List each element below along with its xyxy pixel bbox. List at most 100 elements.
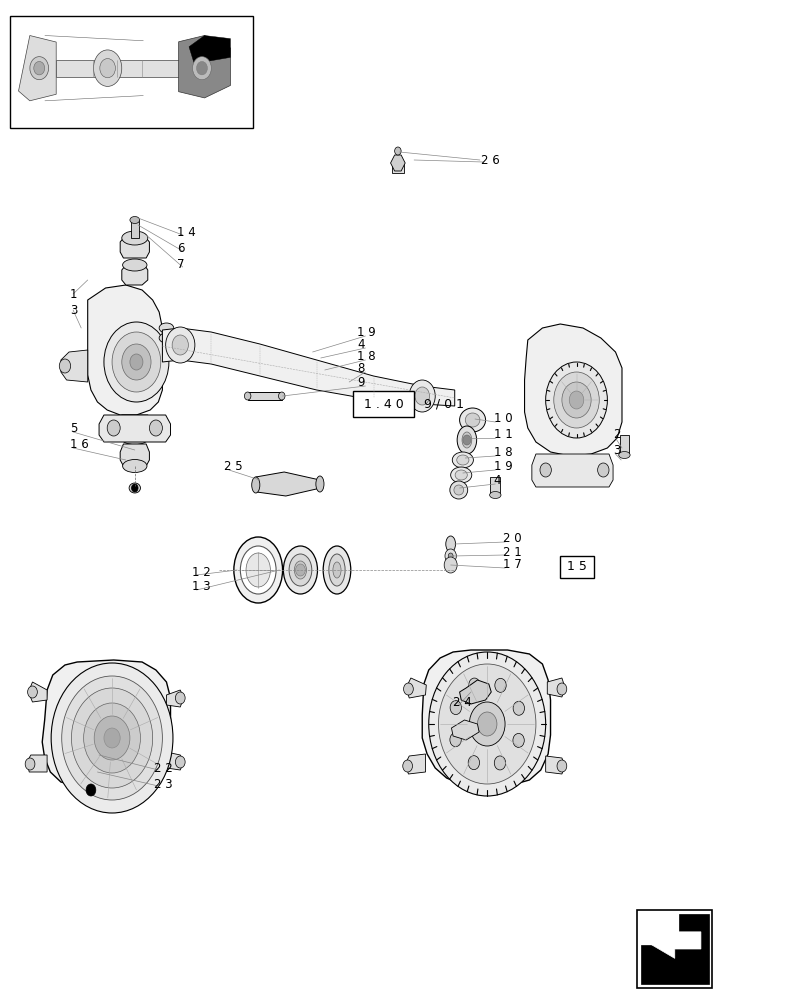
Text: 2 0: 2 0 — [503, 532, 521, 546]
Circle shape — [444, 549, 456, 563]
Ellipse shape — [129, 483, 140, 493]
Polygon shape — [422, 650, 550, 787]
Ellipse shape — [450, 467, 471, 483]
Ellipse shape — [452, 452, 473, 468]
Circle shape — [25, 758, 35, 770]
Ellipse shape — [453, 485, 463, 495]
Circle shape — [62, 676, 162, 800]
Polygon shape — [120, 238, 149, 258]
Circle shape — [556, 683, 566, 695]
Polygon shape — [166, 690, 183, 707]
Circle shape — [444, 557, 457, 573]
Text: 2 1: 2 1 — [503, 546, 521, 558]
Text: 1: 1 — [70, 288, 77, 300]
Text: 7: 7 — [177, 257, 184, 270]
Polygon shape — [99, 415, 170, 442]
Circle shape — [494, 678, 505, 692]
Polygon shape — [524, 324, 621, 456]
Circle shape — [104, 322, 169, 402]
Circle shape — [402, 760, 412, 772]
Text: 1 3: 1 3 — [191, 580, 210, 593]
Circle shape — [468, 678, 479, 692]
Circle shape — [51, 663, 173, 813]
Text: 2 6: 2 6 — [480, 153, 499, 166]
Ellipse shape — [323, 546, 350, 594]
Ellipse shape — [130, 217, 139, 224]
Circle shape — [175, 692, 185, 704]
Text: 1 9: 1 9 — [493, 460, 512, 474]
Circle shape — [561, 382, 590, 418]
Ellipse shape — [457, 426, 476, 454]
Circle shape — [553, 372, 599, 428]
Circle shape — [494, 756, 505, 770]
Ellipse shape — [159, 333, 174, 343]
Bar — [637, 910, 711, 988]
Text: 1 8: 1 8 — [357, 351, 375, 363]
Polygon shape — [189, 36, 230, 64]
Circle shape — [597, 463, 608, 477]
Polygon shape — [166, 752, 183, 770]
Polygon shape — [61, 350, 88, 382]
Ellipse shape — [294, 561, 306, 579]
Polygon shape — [459, 680, 491, 704]
Ellipse shape — [122, 231, 148, 245]
Circle shape — [122, 344, 151, 380]
Circle shape — [30, 57, 49, 80]
Text: 9 / 0 1: 9 / 0 1 — [423, 397, 463, 410]
Text: 8: 8 — [357, 362, 364, 375]
Text: 2 3: 2 3 — [154, 778, 173, 790]
Circle shape — [403, 683, 413, 695]
Text: 1 0: 1 0 — [493, 412, 512, 426]
Polygon shape — [406, 678, 426, 698]
Circle shape — [449, 733, 461, 747]
Ellipse shape — [328, 554, 345, 586]
Text: 1 2: 1 2 — [191, 566, 210, 578]
Polygon shape — [88, 285, 162, 415]
Circle shape — [104, 728, 120, 748]
Ellipse shape — [234, 537, 282, 603]
Circle shape — [556, 760, 566, 772]
Ellipse shape — [246, 553, 270, 587]
Polygon shape — [255, 472, 320, 496]
Bar — [392, 163, 403, 173]
Polygon shape — [118, 415, 151, 438]
Circle shape — [100, 59, 115, 78]
Text: 1 8: 1 8 — [493, 446, 512, 460]
Circle shape — [131, 484, 138, 492]
Ellipse shape — [244, 392, 251, 400]
Ellipse shape — [456, 455, 468, 465]
Circle shape — [165, 327, 195, 363]
Circle shape — [545, 362, 607, 438]
Polygon shape — [42, 660, 170, 788]
Polygon shape — [162, 332, 185, 355]
Ellipse shape — [122, 460, 147, 473]
Circle shape — [71, 688, 152, 788]
Bar — [131, 220, 139, 238]
Polygon shape — [27, 755, 47, 772]
Text: 2: 2 — [612, 428, 620, 442]
Circle shape — [192, 57, 211, 80]
Circle shape — [107, 420, 120, 436]
Circle shape — [172, 337, 182, 349]
Text: 5: 5 — [70, 422, 77, 434]
Text: 1 7: 1 7 — [503, 558, 521, 572]
Circle shape — [469, 702, 504, 746]
Text: 2 4: 2 4 — [453, 696, 471, 710]
Polygon shape — [178, 36, 230, 98]
Polygon shape — [547, 678, 564, 697]
Polygon shape — [405, 754, 425, 774]
Polygon shape — [545, 756, 564, 774]
Polygon shape — [390, 155, 405, 171]
Circle shape — [175, 756, 185, 768]
Bar — [56, 60, 178, 77]
Text: 1 . 4 0: 1 . 4 0 — [363, 397, 403, 410]
Polygon shape — [122, 265, 148, 285]
Ellipse shape — [459, 408, 485, 432]
Bar — [490, 477, 500, 495]
Circle shape — [394, 147, 401, 155]
Circle shape — [462, 435, 470, 445]
Bar — [10, 16, 253, 128]
Text: 1 9: 1 9 — [357, 326, 375, 340]
Polygon shape — [645, 922, 700, 958]
Ellipse shape — [93, 50, 122, 86]
